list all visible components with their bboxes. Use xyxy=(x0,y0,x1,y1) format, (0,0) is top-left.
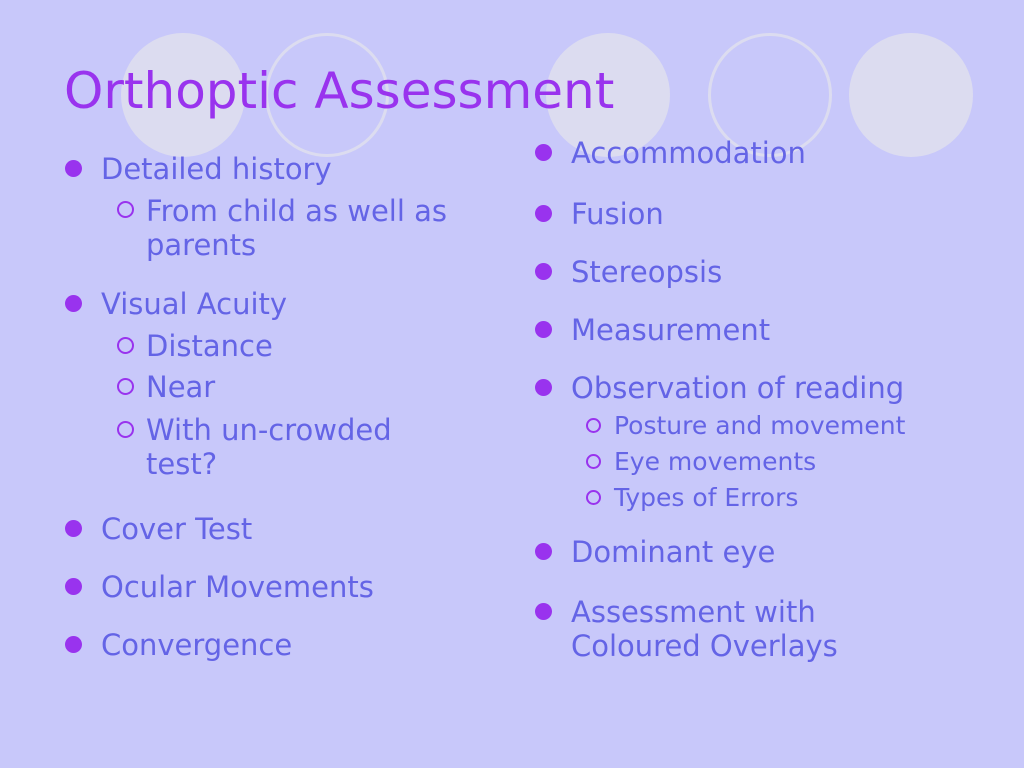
sub-bullet-icon xyxy=(586,490,601,505)
list-item: Observation of reading xyxy=(571,371,905,405)
sub-bullet-icon xyxy=(586,454,601,469)
list-item: Convergence xyxy=(101,628,293,662)
list-item: Measurement xyxy=(571,313,771,347)
bullet-icon xyxy=(65,160,82,177)
list-item: Visual Acuity xyxy=(101,287,288,321)
decorative-circle xyxy=(121,33,245,157)
sub-bullet-icon xyxy=(117,378,134,395)
bullet-icon xyxy=(65,578,82,595)
list-item: Dominant eye xyxy=(571,535,776,569)
bullet-icon xyxy=(535,263,552,280)
list-item: Cover Test xyxy=(101,512,253,546)
sub-bullet-icon xyxy=(117,421,134,438)
sub-list-item: Eye movements xyxy=(614,447,817,476)
sub-bullet-icon xyxy=(117,201,134,218)
bullet-icon xyxy=(535,603,552,620)
sub-list-item: From child as well as parents xyxy=(146,194,448,262)
sub-bullet-icon xyxy=(117,337,134,354)
slide-title: Orthoptic Assessment xyxy=(64,62,615,120)
sub-list-item: Near xyxy=(146,370,216,404)
bullet-icon xyxy=(535,321,552,338)
list-item: Fusion xyxy=(571,197,664,231)
bullet-icon xyxy=(65,295,82,312)
bullet-icon xyxy=(535,205,552,222)
list-item: Assessment with Coloured Overlays xyxy=(571,595,838,663)
sub-list-item: Types of Errors xyxy=(614,483,799,512)
decorative-circle xyxy=(546,33,670,157)
bullet-icon xyxy=(65,636,82,653)
list-item: Stereopsis xyxy=(571,255,723,289)
list-item: Detailed history xyxy=(101,152,332,186)
sub-list-item: Posture and movement xyxy=(614,411,906,440)
bullet-icon xyxy=(535,144,552,161)
sub-list-item: With un-crowded test? xyxy=(146,413,392,481)
decorative-circle xyxy=(265,33,389,157)
bullet-icon xyxy=(65,520,82,537)
sub-bullet-icon xyxy=(586,418,601,433)
decorative-circle xyxy=(708,33,832,157)
bullet-icon xyxy=(535,543,552,560)
list-item: Ocular Movements xyxy=(101,570,374,604)
list-item: Accommodation xyxy=(571,136,806,170)
decorative-circle xyxy=(849,33,973,157)
sub-list-item: Distance xyxy=(146,329,273,363)
bullet-icon xyxy=(535,379,552,396)
